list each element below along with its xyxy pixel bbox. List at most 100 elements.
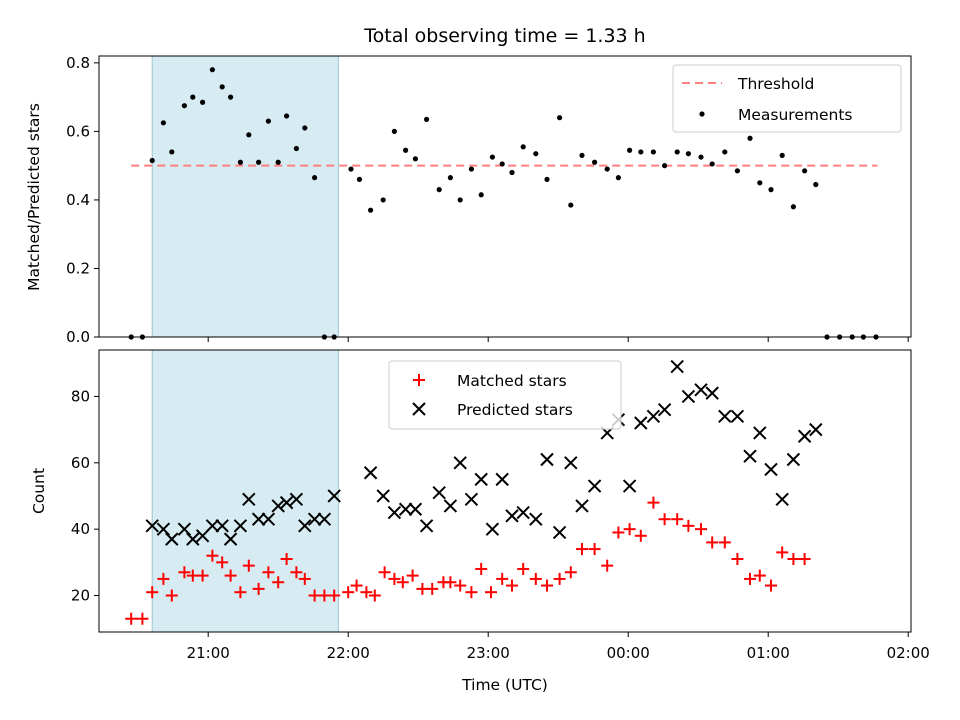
predicted-star-point: [564, 456, 578, 470]
matched-star-point: [718, 536, 731, 549]
matched-star-point: [475, 562, 488, 575]
y-tick-label: 40: [71, 520, 90, 538]
matched-star-point: [658, 513, 671, 526]
predicted-star-point: [464, 492, 479, 507]
chart-title: Total observing time = 1.33 h: [363, 25, 645, 47]
measurement-point: [627, 147, 633, 153]
matched-star-point: [157, 572, 170, 585]
measurement-point: [747, 135, 753, 141]
predicted-star-point: [205, 519, 220, 533]
predicted-star-point: [670, 359, 684, 374]
predicted-star-point: [165, 532, 179, 546]
legend-matched-label: Matched stars: [457, 372, 567, 390]
matched-star-point: [280, 553, 293, 566]
measurement-point: [499, 161, 505, 167]
y-tick-label: 0.6: [66, 122, 90, 140]
matched-star-point: [731, 553, 744, 566]
matched-star-point: [634, 529, 647, 542]
measurement-point: [424, 116, 430, 122]
measurement-point: [757, 180, 763, 186]
measurement-point: [802, 168, 808, 174]
matched-star-point: [465, 586, 478, 599]
predicted-star-point: [540, 452, 554, 467]
matched-star-point: [576, 543, 588, 556]
matched-star-point: [454, 579, 467, 592]
predicted-star-point: [327, 489, 341, 503]
measurement-point: [592, 159, 598, 165]
legend-predicted-swatch: [412, 402, 426, 416]
measurement-point: [256, 159, 262, 165]
legend-measurements-swatch: [699, 111, 705, 117]
predicted-star-point: [694, 383, 708, 397]
matched-star-point: [564, 566, 577, 579]
measurement-point: [698, 154, 704, 160]
measurement-point: [650, 149, 657, 155]
predicted-star-point: [177, 522, 192, 536]
matched-star-point: [272, 576, 285, 589]
predicted-star-point: [730, 409, 745, 424]
measurement-point: [246, 132, 252, 138]
measurement-point: [568, 202, 574, 208]
measurement-point: [237, 159, 243, 165]
predicted-star-point: [552, 525, 567, 540]
x-tick-label: 23:00: [467, 644, 510, 662]
predicted-star-point: [705, 386, 719, 400]
top-y-axis-label: Matched/Predicted stars: [25, 103, 43, 291]
matched-star-point: [368, 589, 381, 602]
matched-star-point: [216, 556, 229, 569]
y-tick-label: 20: [71, 587, 90, 605]
x-tick-label: 22:00: [327, 644, 370, 662]
matched-star-point: [252, 582, 265, 595]
predicted-star-point: [657, 403, 672, 417]
bottom-legend-box: [388, 360, 622, 430]
measurement-point: [275, 159, 281, 165]
measurement-point: [533, 151, 539, 157]
y-tick-label: 0.2: [66, 259, 90, 277]
measurement-point: [779, 152, 785, 158]
predicted-star-point: [505, 509, 519, 523]
matched-star-point: [647, 496, 660, 509]
predicted-star-point: [398, 502, 413, 516]
x-tick-label: 21:00: [187, 644, 230, 662]
measurement-point: [348, 166, 354, 172]
predicted-star-point: [251, 512, 266, 526]
measurement-point: [200, 99, 206, 105]
measurement-point: [662, 163, 668, 169]
legend-threshold-label: Threshold: [737, 75, 814, 93]
predicted-star-point: [271, 499, 285, 513]
matched-star-point: [682, 519, 695, 532]
matched-star-point: [623, 523, 636, 536]
matched-star-point: [753, 569, 766, 582]
matched-star-point: [517, 562, 530, 575]
measurement-point: [219, 84, 225, 90]
matched-star-point: [765, 579, 777, 592]
matched-star-point: [378, 566, 391, 579]
bottom-x-axis: 21:00 22:00 23:00 00:00 01:00 02:00: [187, 632, 930, 662]
bottom-y-axis: 20 40 60 80: [71, 387, 99, 605]
matched-star-point: [146, 586, 159, 599]
measurement-point: [734, 168, 741, 174]
predicted-star-point: [387, 505, 402, 520]
measurement-point: [436, 187, 442, 193]
matched-star-point: [541, 579, 553, 592]
bottom-legend: Matched stars Predicted stars: [388, 360, 622, 430]
predicted-star-point: [242, 492, 256, 507]
predicted-star-point: [646, 409, 661, 424]
matched-star-point: [178, 566, 191, 579]
matched-star-point: [360, 586, 373, 599]
measurement-point: [489, 154, 495, 160]
matched-star-point: [262, 566, 275, 579]
measurement-point: [468, 166, 474, 172]
top-panel-frame: [98, 55, 912, 338]
measurement-point: [302, 125, 308, 131]
matched-star-point: [496, 572, 509, 585]
matched-star-point: [125, 612, 138, 625]
measurement-point: [356, 176, 362, 182]
matched-star-point: [506, 579, 518, 592]
bottom-panel-marks: [125, 359, 823, 625]
y-tick-label: 0.8: [66, 54, 90, 72]
predicted-star-point: [775, 492, 789, 507]
predicted-star-point: [681, 389, 696, 404]
measurement-point: [557, 115, 563, 121]
matched-star-point: [165, 589, 178, 602]
